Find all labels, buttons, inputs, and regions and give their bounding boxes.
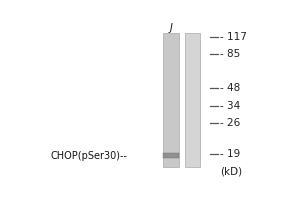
Bar — [163, 33, 179, 167]
Text: - 19: - 19 — [220, 149, 240, 159]
Text: - 117: - 117 — [220, 32, 247, 42]
Text: J: J — [170, 23, 172, 33]
Text: - 34: - 34 — [220, 101, 240, 111]
Bar — [163, 153, 179, 158]
Bar — [184, 33, 200, 167]
Text: - 26: - 26 — [220, 118, 240, 128]
Text: - 48: - 48 — [220, 83, 240, 93]
Text: CHOP(pSer30)--: CHOP(pSer30)-- — [50, 151, 127, 161]
Text: - 85: - 85 — [220, 49, 240, 59]
Text: (kD): (kD) — [220, 166, 242, 176]
